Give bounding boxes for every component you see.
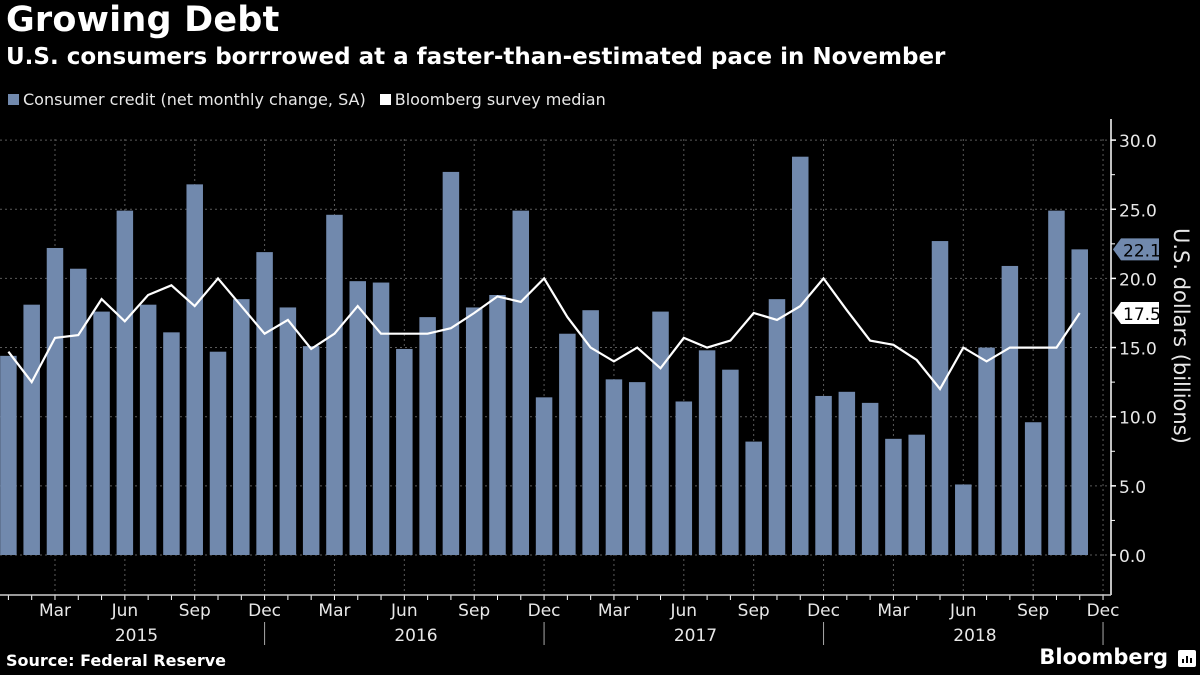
bar-2018-06 <box>955 484 972 555</box>
bar-2017-11 <box>792 156 809 556</box>
x-tick-label: Dec <box>248 601 281 621</box>
bar-2018-01 <box>838 391 856 555</box>
bar-2017-01 <box>559 333 576 555</box>
year-label: 2015 <box>115 626 158 646</box>
bloomberg-logo-text: Bloomberg <box>1039 645 1168 669</box>
bar-2015-11 <box>233 299 250 555</box>
bar-2015-08 <box>163 332 180 555</box>
bar-2016-03 <box>326 214 343 556</box>
legend-label-survey-median: Bloomberg survey median <box>394 90 606 109</box>
bar-2016-07 <box>419 317 436 555</box>
x-tick-label: Dec <box>528 601 561 621</box>
bloomberg-chart-icon <box>1178 650 1196 667</box>
x-tick-label: Sep <box>1017 601 1049 621</box>
axes <box>0 119 1116 645</box>
bar-2017-08 <box>722 369 739 555</box>
bar-2015-04 <box>70 268 87 555</box>
last-value-label: 22.1 <box>1123 241 1161 261</box>
bar-2018-07 <box>978 347 995 555</box>
x-tick-label: Sep <box>458 601 490 621</box>
bar-2015-10 <box>209 351 227 555</box>
bar-2015-07 <box>139 304 157 555</box>
x-tick-label: Mar <box>877 601 909 621</box>
bar-2016-09 <box>465 307 483 555</box>
tick-labels: 0.0 5.0 10.0 15.0 20.0 25.0 30.0 Mar Jun Sep Dec Ma… <box>39 132 1161 646</box>
y-axis-title: U.S. dollars (billions) <box>1169 228 1193 444</box>
bar-2016-11 <box>512 210 530 555</box>
chart-title: Growing Debt <box>6 0 280 40</box>
x-tick-label: Mar <box>318 601 350 621</box>
last-value-tag-consumer-credit <box>1113 238 1159 261</box>
bar-2016-02 <box>302 346 320 555</box>
x-tick-label: Mar <box>598 601 630 621</box>
x-tick-label: Jun <box>670 601 698 621</box>
bar-2017-12 <box>815 395 832 555</box>
bar-2015-03 <box>46 247 64 555</box>
legend-swatch-line <box>379 94 391 105</box>
bar-2017-05 <box>652 311 669 555</box>
y-tick-label: 10.0 <box>1119 409 1157 429</box>
bar-2018-02 <box>861 402 879 555</box>
bar-2017-06 <box>675 401 693 555</box>
legend: Consumer credit (net monthly change, SA)… <box>8 90 606 109</box>
year-label: 2017 <box>674 626 717 646</box>
bar-2017-10 <box>768 299 786 555</box>
legend-item-consumer-credit: Consumer credit (net monthly change, SA) <box>8 90 366 109</box>
bar-2018-09 <box>1024 422 1042 555</box>
bar-2016-01 <box>279 307 297 555</box>
x-tick-label: Sep <box>738 601 770 621</box>
x-tick-label: Dec <box>807 601 840 621</box>
y-tick-label: 0.0 <box>1119 547 1146 567</box>
bar-2015-06 <box>116 210 134 555</box>
bar-2016-10 <box>489 294 506 555</box>
bar-2016-04 <box>349 281 366 555</box>
y-tick-label: 15.0 <box>1119 340 1157 360</box>
bar-2018-05 <box>931 241 949 555</box>
y-tick-label: 20.0 <box>1119 270 1157 290</box>
bar-2016-05 <box>372 282 390 555</box>
last-value-label: 17.5 <box>1123 305 1161 325</box>
bar-2018-08 <box>1001 265 1019 555</box>
y-tick-label: 5.0 <box>1119 478 1146 498</box>
legend-swatch-bars <box>8 94 19 105</box>
bar-2016-08 <box>442 171 460 555</box>
bar-2015-01 <box>0 355 17 555</box>
y-tick-label: 25.0 <box>1119 201 1157 221</box>
bar-2018-04 <box>908 434 925 555</box>
x-tick-label: Mar <box>39 601 71 621</box>
bar-2018-11 <box>1071 249 1088 555</box>
bar-2017-09 <box>745 441 762 555</box>
bar-2015-05 <box>93 311 110 555</box>
bar-2018-03 <box>885 438 902 555</box>
x-tick-label: Jun <box>111 601 139 621</box>
x-tick-label: Jun <box>949 601 977 621</box>
year-label: 2016 <box>394 626 437 646</box>
year-label: 2018 <box>953 626 996 646</box>
x-tick-label: Sep <box>179 601 211 621</box>
bar-2018-10 <box>1048 210 1065 555</box>
bar-2017-03 <box>605 379 623 555</box>
bar-2016-06 <box>396 348 413 555</box>
survey-median-line <box>7 276 1081 391</box>
chart-subtitle: U.S. consumers borrrowed at a faster-tha… <box>6 44 946 70</box>
last-value-tag-survey-median <box>1113 301 1159 324</box>
legend-label-consumer-credit: Consumer credit (net monthly change, SA) <box>23 90 366 109</box>
bar-2017-07 <box>698 350 716 555</box>
bar-2015-09 <box>186 184 203 555</box>
bar-series <box>0 156 1088 556</box>
legend-item-survey-median: Bloomberg survey median <box>379 90 606 109</box>
bar-2017-02 <box>582 310 599 555</box>
x-tick-label: Dec <box>1087 601 1120 621</box>
bar-2017-04 <box>628 382 646 555</box>
bar-2016-12 <box>535 397 553 555</box>
x-tick-label: Jun <box>390 601 418 621</box>
bar-2015-12 <box>256 252 273 556</box>
source-note: Source: Federal Reserve <box>6 651 226 670</box>
y-tick-label: 30.0 <box>1119 132 1157 152</box>
bar-2015-02 <box>23 304 40 555</box>
